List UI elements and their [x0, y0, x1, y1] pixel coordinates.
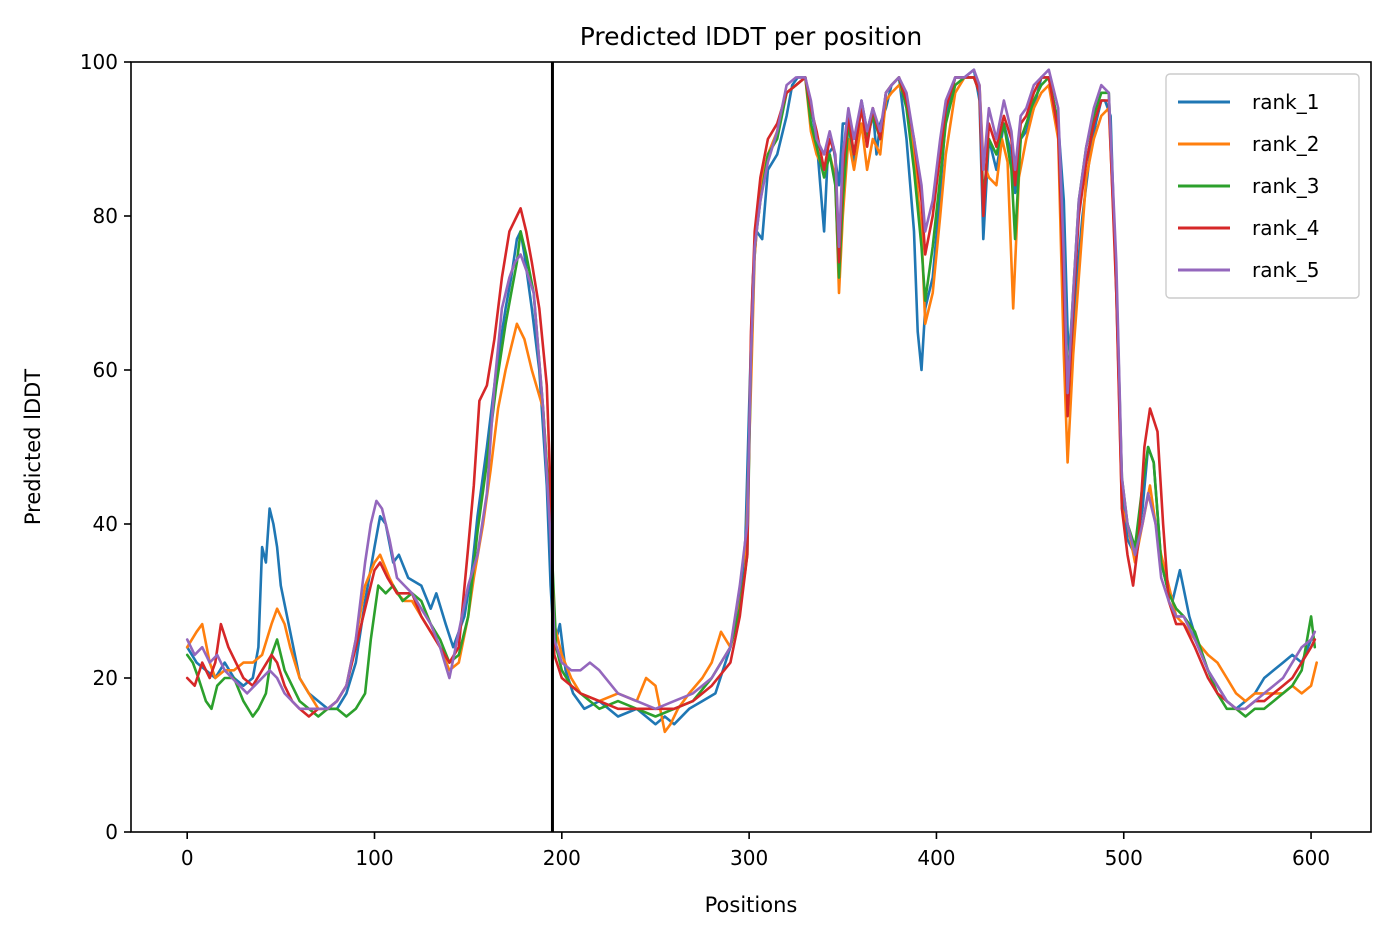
x-tick-label: 200 — [543, 846, 581, 870]
x-tick-label: 0 — [181, 846, 194, 870]
y-tick-label: 60 — [93, 358, 118, 382]
legend: rank_1 rank_2 rank_3 rank_4 rank_5 — [1165, 73, 1360, 299]
legend-label: rank_2 — [1252, 132, 1319, 156]
legend-label: rank_1 — [1252, 90, 1319, 114]
y-tick-label: 0 — [105, 820, 118, 844]
legend-label: rank_5 — [1252, 258, 1319, 282]
legend-label: rank_3 — [1252, 174, 1319, 198]
x-tick-label: 500 — [1105, 846, 1143, 870]
y-tick-label: 100 — [80, 50, 118, 74]
legend-box — [1165, 73, 1360, 299]
x-tick-label: 400 — [917, 846, 955, 870]
x-axis-label: Positions — [705, 893, 798, 917]
y-tick-label: 80 — [93, 204, 118, 228]
series-line-rank-5 — [185, 68, 1317, 711]
y-axis-label: Predicted lDDT — [21, 369, 45, 525]
plot-frame — [130, 61, 1372, 833]
chart-title: Predicted lDDT per position — [580, 22, 922, 51]
y-tick-label: 20 — [93, 666, 118, 690]
y-axis-ticks: 0 20 40 60 80 100 — [80, 50, 131, 844]
x-tick-label: 300 — [730, 846, 768, 870]
x-axis-ticks: 0 100 200 300 400 500 600 — [181, 832, 1330, 870]
series-layer — [185, 68, 1318, 734]
x-tick-label: 600 — [1292, 846, 1330, 870]
x-tick-label: 100 — [355, 846, 393, 870]
y-tick-label: 40 — [93, 512, 118, 536]
legend-label: rank_4 — [1252, 216, 1319, 240]
